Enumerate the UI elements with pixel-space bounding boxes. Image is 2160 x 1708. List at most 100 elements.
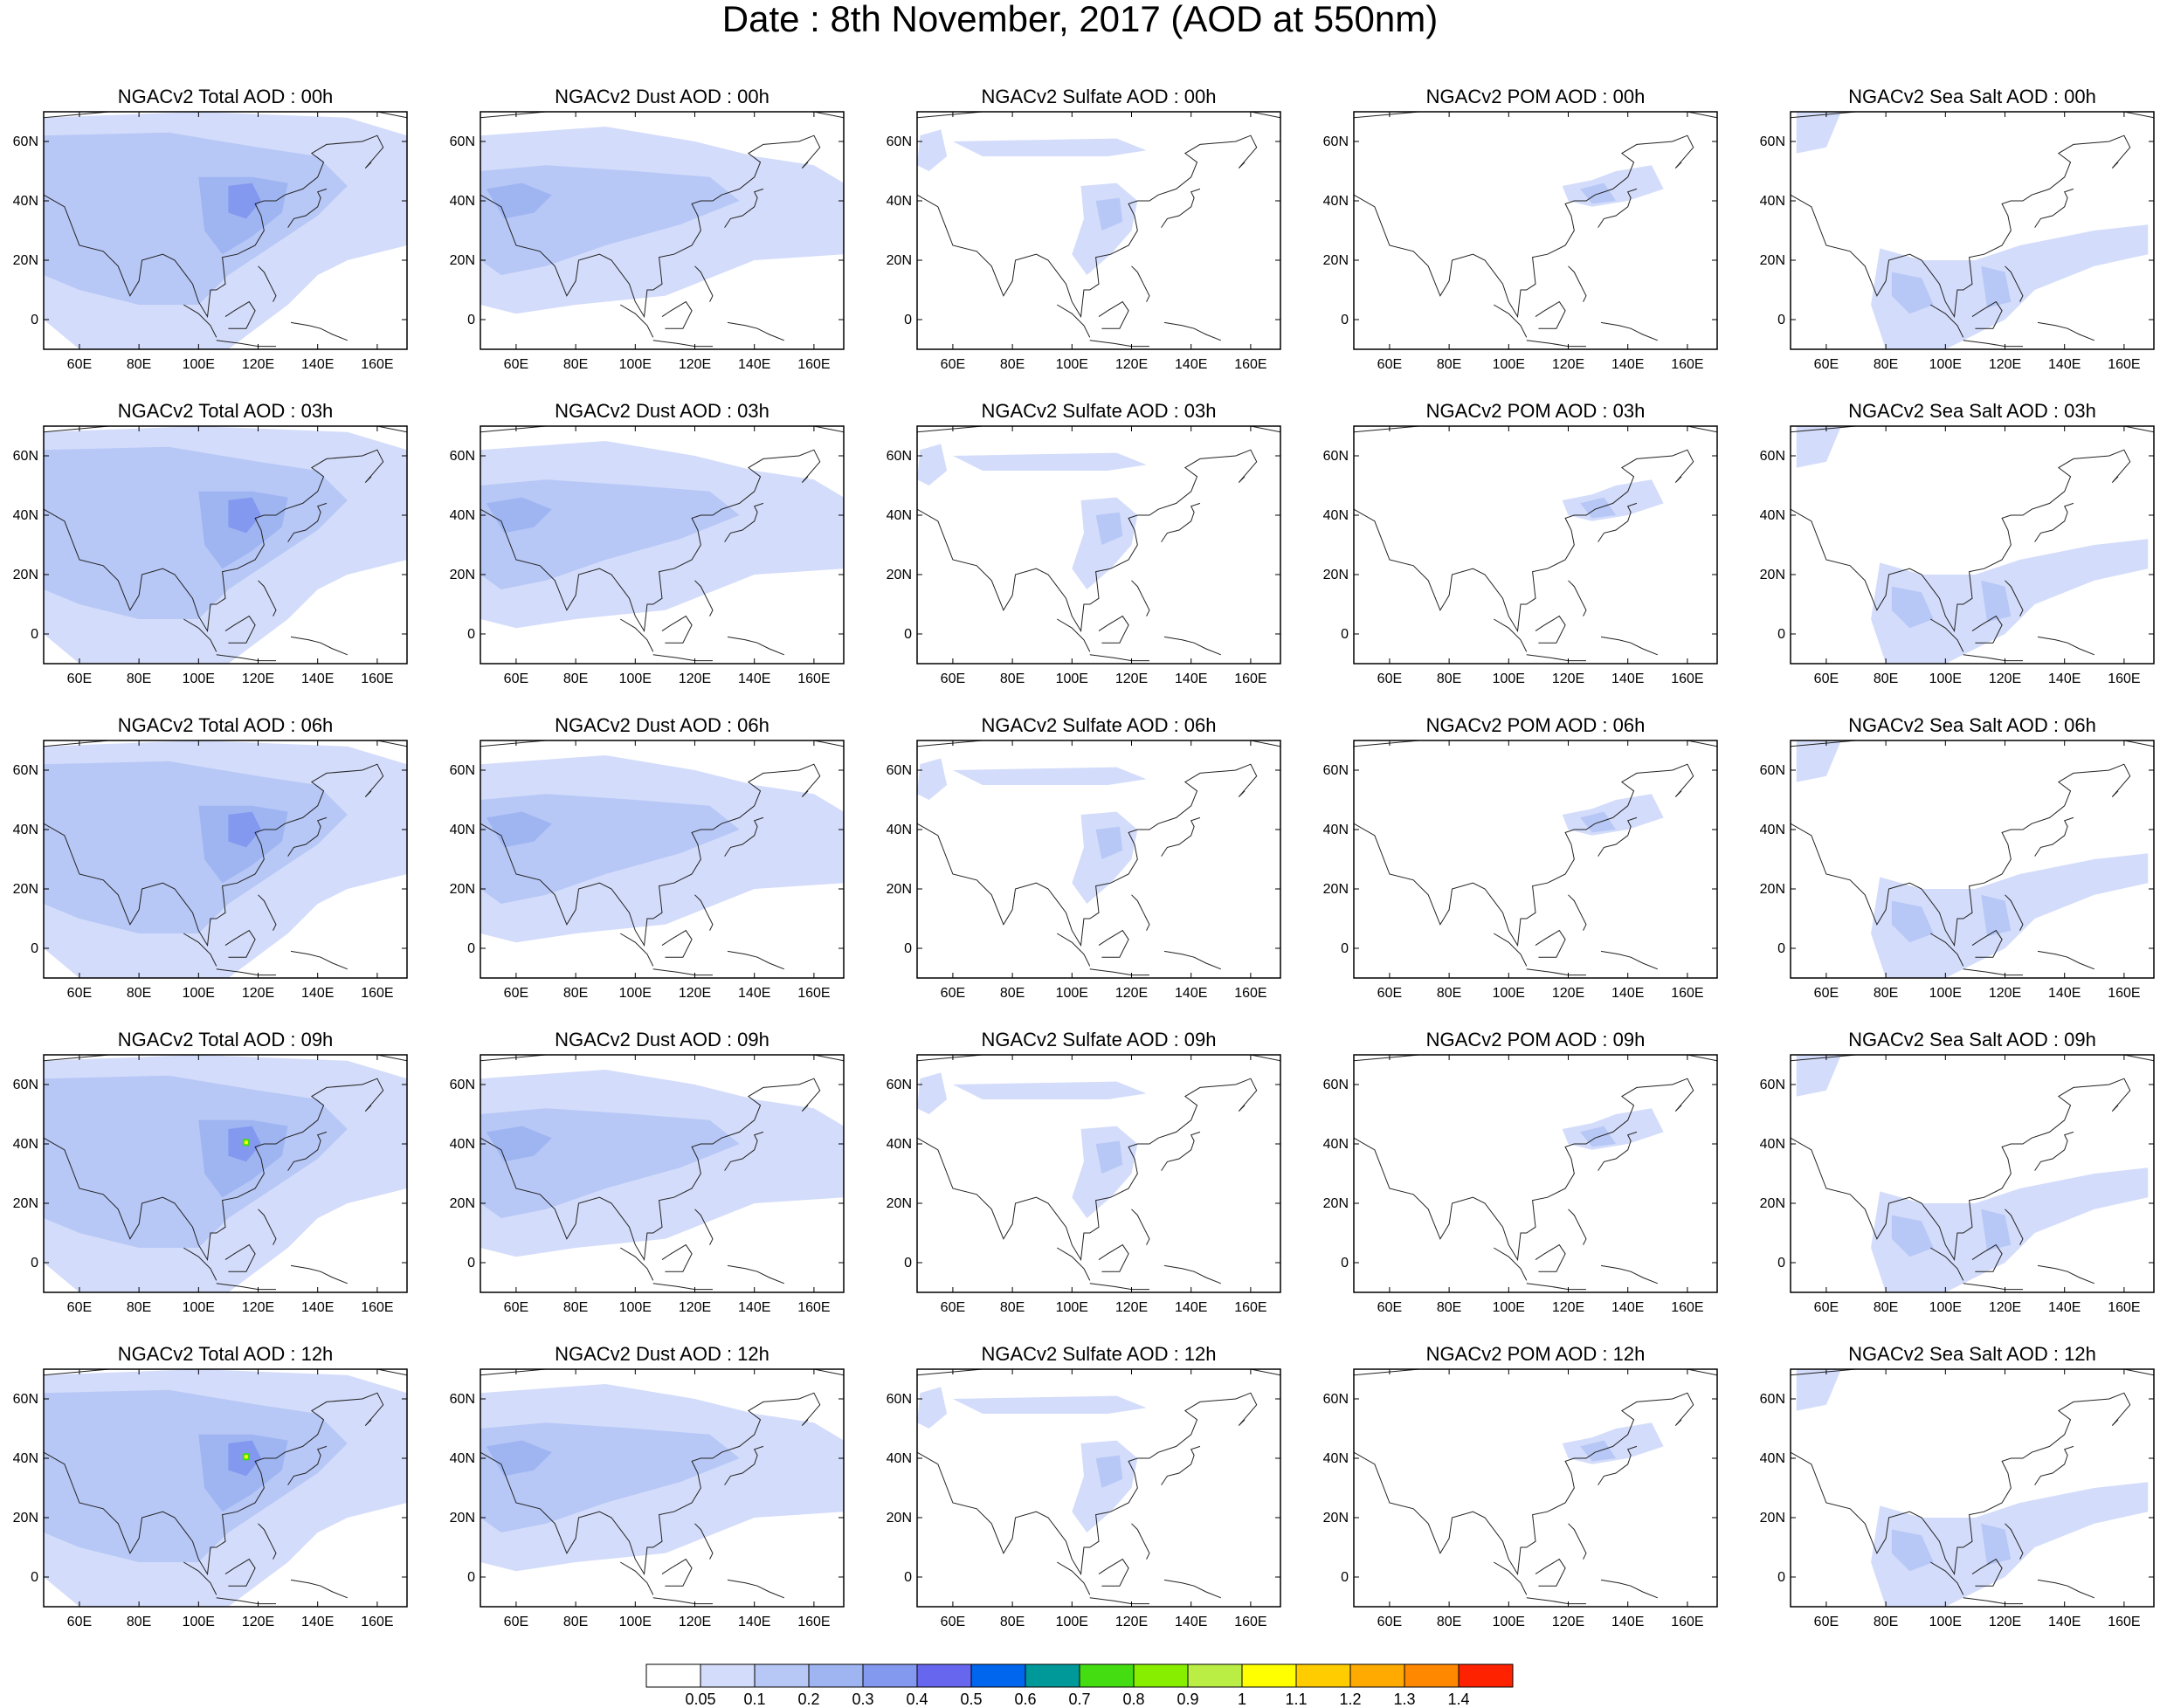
coastlines <box>1791 426 2154 662</box>
y-tick-label: 40N <box>887 1137 912 1152</box>
colorbar-label: 1.1 <box>1285 1691 1307 1708</box>
x-tick-label: 80E <box>1874 986 1898 1001</box>
x-tick-label: 120E <box>1989 357 2021 372</box>
x-tick-label: 160E <box>797 357 830 372</box>
aod-shading <box>44 112 407 349</box>
aod-shading <box>480 1384 844 1572</box>
x-tick-label: 160E <box>2108 1615 2140 1629</box>
x-tick-label: 60E <box>1814 357 1839 372</box>
coastlines <box>480 426 844 662</box>
x-tick-label: 120E <box>1552 986 1584 1001</box>
panel-title: NGACv2 Total AOD : 12h <box>118 1343 334 1365</box>
x-tick-label: 120E <box>1989 986 2021 1001</box>
y-tick-label: 0 <box>31 627 38 642</box>
y-tick-label: 20N <box>13 253 38 268</box>
x-tick-label: 80E <box>1000 986 1025 1001</box>
x-tick-label: 60E <box>504 671 528 686</box>
map-frame <box>1353 740 1718 979</box>
colorbar-swatch <box>754 1663 810 1688</box>
map-frame <box>916 111 1281 350</box>
map-panel-total-03h: NGACv2 Total AOD : 03h 60E 80E 100E 120E 140E… <box>13 400 408 686</box>
x-tick-label: 60E <box>67 986 92 1001</box>
y-tick-label: 60N <box>450 449 475 464</box>
y-tick-label: 40N <box>13 508 38 523</box>
x-tick-label: 160E <box>1234 986 1266 1001</box>
map-panel-dust-12h: NGACv2 Dust AOD : 12h 60E 80E 100E 120E 140E 1… <box>450 1343 845 1629</box>
coastlines <box>917 426 1280 662</box>
y-tick-label: 60N <box>450 763 475 778</box>
y-tick-label: 0 <box>467 1570 475 1585</box>
y-tick-label: 0 <box>904 941 912 956</box>
x-tick-label: 160E <box>2108 357 2140 372</box>
x-tick-label: 80E <box>563 357 588 372</box>
y-tick-label: 40N <box>887 823 912 837</box>
x-tick-label: 140E <box>1175 357 1207 372</box>
aod-shading <box>480 441 844 629</box>
x-tick-label: 60E <box>1377 671 1402 686</box>
x-tick-label: 120E <box>242 671 274 686</box>
panel-title: NGACv2 Total AOD : 03h <box>118 400 334 422</box>
x-tick-label: 120E <box>242 357 274 372</box>
panel-title: NGACv2 Sulfate AOD : 06h <box>981 714 1216 736</box>
y-tick-label: 0 <box>467 627 475 642</box>
x-tick-label: 140E <box>301 671 334 686</box>
figure-title: Date : 8th November, 2017 (AOD at 550nm) <box>721 0 1439 39</box>
y-tick-label: 0 <box>467 1256 475 1271</box>
x-tick-label: 80E <box>1437 1615 1461 1629</box>
y-tick-label: 20N <box>450 882 475 897</box>
x-tick-label: 140E <box>301 1300 334 1315</box>
coastlines <box>1791 1055 2154 1291</box>
x-tick-label: 120E <box>242 1615 274 1629</box>
y-tick-label: 20N <box>1760 568 1785 582</box>
map-panel-sea-salt-06h: NGACv2 Sea Salt AOD : 06h 60E 80E 100E 120E 1… <box>1760 714 2155 1001</box>
colorbar-swatch <box>1187 1663 1243 1688</box>
map-frame <box>1790 111 2155 350</box>
x-tick-label: 60E <box>67 1615 92 1629</box>
x-tick-label: 60E <box>1814 671 1839 686</box>
x-tick-label: 120E <box>242 1300 274 1315</box>
y-tick-label: 40N <box>1760 508 1785 523</box>
aod-shading <box>917 444 1147 589</box>
y-tick-label: 40N <box>1323 508 1349 523</box>
aod-shading <box>480 755 844 943</box>
map-panel-sea-salt-09h: NGACv2 Sea Salt AOD : 09h 60E 80E 100E 120E 1… <box>1760 1029 2155 1315</box>
x-tick-label: 100E <box>1493 1615 1525 1629</box>
y-tick-label: 60N <box>887 449 912 464</box>
y-tick-label: 20N <box>1760 1511 1785 1525</box>
x-tick-label: 80E <box>1874 357 1898 372</box>
x-tick-label: 140E <box>301 357 334 372</box>
panel-title: NGACv2 Sulfate AOD : 03h <box>981 400 1216 422</box>
x-tick-label: 60E <box>1377 1300 1402 1315</box>
colorbar-swatch <box>1241 1663 1297 1688</box>
y-tick-label: 0 <box>1341 941 1349 956</box>
coastlines <box>44 740 407 976</box>
y-tick-label: 20N <box>13 568 38 582</box>
coastlines <box>917 112 1280 348</box>
map-panel-pom-00h: NGACv2 POM AOD : 00h 60E 80E 100E 120E 140E 16… <box>1323 86 1718 372</box>
panel-title: NGACv2 Sea Salt AOD : 03h <box>1848 400 2096 422</box>
x-tick-label: 160E <box>1671 1615 1703 1629</box>
colorbar-swatch <box>645 1663 701 1688</box>
map-frame <box>916 740 1281 979</box>
y-tick-label: 40N <box>1323 194 1349 209</box>
map-frame <box>43 1368 408 1608</box>
x-tick-label: 120E <box>1115 357 1148 372</box>
x-tick-label: 120E <box>1989 1615 2021 1629</box>
y-tick-label: 60N <box>1760 1392 1785 1407</box>
map-panel-total-12h: NGACv2 Total AOD : 12h 60E 80E 100E 120E 140E… <box>13 1343 408 1629</box>
x-tick-label: 140E <box>301 986 334 1001</box>
x-tick-label: 80E <box>1437 1300 1461 1315</box>
colorbar-label: 1 <box>1238 1691 1246 1708</box>
map-panel-sea-salt-00h: NGACv2 Sea Salt AOD : 00h 60E 80E 100E 120E 1… <box>1760 86 2155 372</box>
x-tick-label: 120E <box>1115 986 1148 1001</box>
map-panel-dust-00h: NGACv2 Dust AOD : 00h 60E 80E 100E 120E 140E 1… <box>450 86 845 372</box>
map-panel-pom-03h: NGACv2 POM AOD : 03h 60E 80E 100E 120E 140E 16… <box>1323 400 1718 686</box>
colorbar-label: 0.6 <box>1014 1691 1036 1708</box>
x-tick-label: 140E <box>1611 1615 1644 1629</box>
y-tick-label: 0 <box>904 1570 912 1585</box>
x-tick-label: 160E <box>1234 1300 1266 1315</box>
panel-title: NGACv2 Sea Salt AOD : 00h <box>1848 86 2096 107</box>
y-tick-label: 20N <box>1323 1196 1349 1211</box>
y-tick-label: 40N <box>1760 823 1785 837</box>
panel-title: NGACv2 POM AOD : 00h <box>1426 86 1646 107</box>
